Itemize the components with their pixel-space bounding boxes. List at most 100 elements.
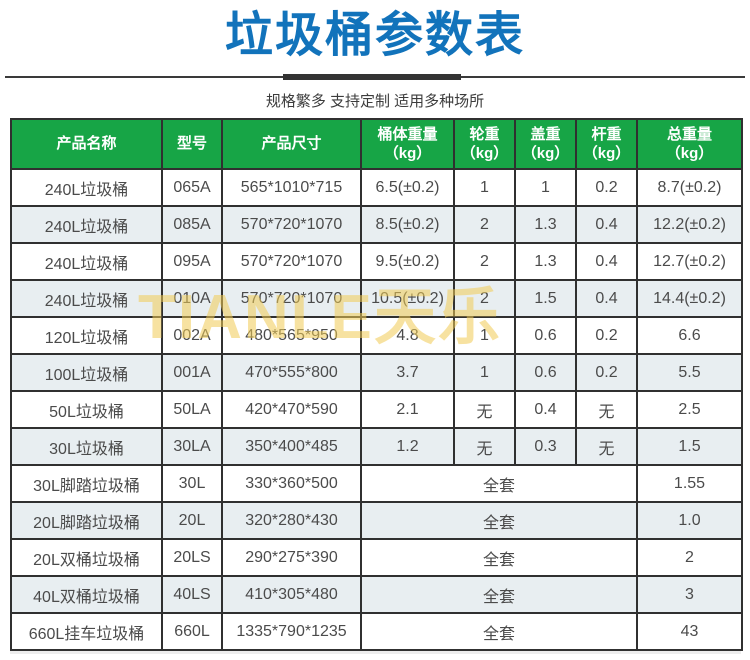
column-header-6: 杆重 （kg） <box>575 118 638 170</box>
table-cell: 2 <box>453 205 516 244</box>
table-row: 120L垃圾桶 002A 480*565*950 4.8 1 0.6 0.2 6.6 <box>10 316 743 355</box>
table-cell: 30L <box>161 464 223 503</box>
column-header-4: 轮重 （kg） <box>453 118 516 170</box>
table-cell: 30L垃圾桶 <box>10 427 163 466</box>
table-cell: 0.4 <box>575 242 638 281</box>
table-cell: 240L垃圾桶 <box>10 279 163 318</box>
bottom-shadow <box>10 651 741 654</box>
table-cell: 1.3 <box>514 242 577 281</box>
table-header-row: 产品名称 型号 产品尺寸 桶体重量 （kg） 轮重 （kg） 盖重 （kg） 杆重 （kg） 总重量（… <box>10 118 743 170</box>
page-title: 垃圾桶参数表 <box>224 9 525 62</box>
title-divider <box>5 73 745 81</box>
table-cell: 240L垃圾桶 <box>10 242 163 281</box>
table-cell: 1 <box>453 168 516 207</box>
table-cell: 1.5 <box>636 427 743 466</box>
table-cell: 120L垃圾桶 <box>10 316 163 355</box>
table-cell: 8.7(±0.2) <box>636 168 743 207</box>
table-cell: 0.4 <box>575 279 638 318</box>
table-cell: 无 <box>575 427 638 466</box>
table-cell: 无 <box>575 390 638 429</box>
table-cell: 40L双桶垃圾桶 <box>10 575 163 614</box>
table-row: 50L垃圾桶 50LA 420*470*590 2.1 无 0.4 无 2.5 <box>10 390 743 429</box>
table-cell: 20L双桶垃圾桶 <box>10 538 163 577</box>
table-cell: 002A <box>161 316 223 355</box>
table-cell: 12.2(±0.2) <box>636 205 743 244</box>
table-cell: 660L挂车垃圾桶 <box>10 612 163 651</box>
table-cell: 0.6 <box>514 353 577 392</box>
table-cell: 065A <box>161 168 223 207</box>
table-cell: 480*565*950 <box>221 316 362 355</box>
table-cell: 240L垃圾桶 <box>10 205 163 244</box>
table-cell: 10.5(±0.2) <box>360 279 455 318</box>
table-cell: 1 <box>453 353 516 392</box>
table-cell: 085A <box>161 205 223 244</box>
table-cell: 0.6 <box>514 316 577 355</box>
table-cell: 8.5(±0.2) <box>360 205 455 244</box>
table-cell: 50LA <box>161 390 223 429</box>
table-cell: 420*470*590 <box>221 390 362 429</box>
table-cell: 240L垃圾桶 <box>10 168 163 207</box>
table-cell: 14.4(±0.2) <box>636 279 743 318</box>
table-cell: 1 <box>514 168 577 207</box>
table-cell: 565*1010*715 <box>221 168 362 207</box>
table-cell: 0.2 <box>575 353 638 392</box>
table-cell: 3.7 <box>360 353 455 392</box>
table-cell: 9.5(±0.2) <box>360 242 455 281</box>
table-cell: 40LS <box>161 575 223 614</box>
table-cell: 2.5 <box>636 390 743 429</box>
table-cell: 350*400*485 <box>221 427 362 466</box>
table-row: 240L垃圾桶 085A 570*720*1070 8.5(±0.2) 2 1.3 0.4 1… <box>10 205 743 244</box>
table-cell: 0.2 <box>575 168 638 207</box>
column-header-5: 盖重 （kg） <box>514 118 577 170</box>
column-header-7: 总重量 （kg） <box>636 118 743 170</box>
table-cell: 570*720*1070 <box>221 205 362 244</box>
table-cell: 30LA <box>161 427 223 466</box>
divider-thick-segment <box>283 74 461 80</box>
table-cell: 1.55 <box>636 464 743 503</box>
table-cell: 43 <box>636 612 743 651</box>
table-row: 100L垃圾桶 001A 470*555*800 3.7 1 0.6 0.2 5.5 <box>10 353 743 392</box>
table-cell: 全套 <box>360 501 638 540</box>
table-cell: 2 <box>636 538 743 577</box>
table-cell: 410*305*480 <box>221 575 362 614</box>
table-cell: 12.7(±0.2) <box>636 242 743 281</box>
table-cell: 0.3 <box>514 427 577 466</box>
table-cell: 5.5 <box>636 353 743 392</box>
table-cell: 3 <box>636 575 743 614</box>
table-cell: 4.8 <box>360 316 455 355</box>
table-cell: 1.5 <box>514 279 577 318</box>
table-cell: 1335*790*1235 <box>221 612 362 651</box>
column-header-3: 桶体重量 （kg） <box>360 118 455 170</box>
table-cell: 095A <box>161 242 223 281</box>
table-row: 240L垃圾桶 065A 565*1010*715 6.5(±0.2) 1 1 0.2 8.7… <box>10 168 743 207</box>
table-cell: 570*720*1070 <box>221 242 362 281</box>
table-cell: 001A <box>161 353 223 392</box>
table-row: 240L垃圾桶 095A 570*720*1070 9.5(±0.2) 2 1.3 0.4 1… <box>10 242 743 281</box>
table-row: 30L垃圾桶 30LA 350*400*485 1.2 无 0.3 无 1.5 <box>10 427 743 466</box>
table-cell: 010A <box>161 279 223 318</box>
table-cell: 1 <box>453 316 516 355</box>
table-cell: 1.3 <box>514 205 577 244</box>
table-cell: 570*720*1070 <box>221 279 362 318</box>
table-row: 240L垃圾桶 010A 570*720*1070 10.5(±0.2) 2 1.5 0.4… <box>10 279 743 318</box>
table-body: 240L垃圾桶 065A 565*1010*715 6.5(±0.2) 1 1 0.2 8.7… <box>10 168 743 651</box>
column-header-1: 型号 <box>161 118 223 170</box>
table-cell: 全套 <box>360 464 638 503</box>
table-row: 20L双桶垃圾桶 20LS 290*275*390 全套 2 <box>10 538 743 577</box>
table-cell: 全套 <box>360 612 638 651</box>
table-cell: 320*280*430 <box>221 501 362 540</box>
column-header-0: 产品名称 <box>10 118 163 170</box>
table-row: 40L双桶垃圾桶 40LS 410*305*480 全套 3 <box>10 575 743 614</box>
table-cell: 2 <box>453 242 516 281</box>
table-cell: 20L脚踏垃圾桶 <box>10 501 163 540</box>
table-cell: 无 <box>453 390 516 429</box>
table-cell: 0.4 <box>514 390 577 429</box>
table-cell: 1.0 <box>636 501 743 540</box>
table-cell: 1.2 <box>360 427 455 466</box>
table-cell: 0.4 <box>575 205 638 244</box>
table-cell: 2 <box>453 279 516 318</box>
table-cell: 660L <box>161 612 223 651</box>
table-cell: 全套 <box>360 538 638 577</box>
table-cell: 2.1 <box>360 390 455 429</box>
